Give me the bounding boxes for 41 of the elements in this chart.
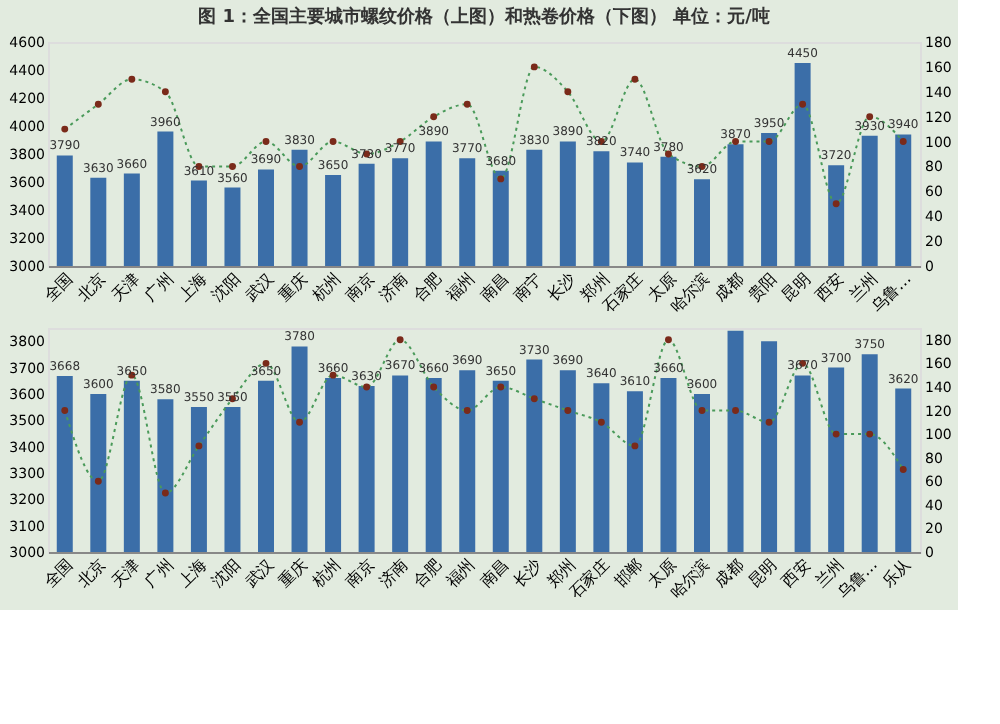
x-tick-label: 昆明	[778, 269, 814, 305]
x-tick-label: 南宁	[510, 269, 546, 305]
x-tick-label: 广州	[141, 269, 177, 305]
x-tick-label: 济南	[376, 555, 412, 591]
x-tick-label: 贵阳	[745, 269, 781, 305]
x-tick-label: 沈阳	[208, 269, 244, 305]
x-tick-label: 重庆	[275, 555, 311, 591]
x-tick-label: 南昌	[476, 555, 513, 591]
x-tick-label: 武汉	[241, 555, 278, 591]
x-tick-label: 乐从	[879, 555, 915, 591]
x-tick-label: 北京	[74, 555, 110, 591]
x-tick-label: 长沙	[543, 269, 580, 305]
x-tick-label: 北京	[74, 269, 110, 305]
x-tick-label: 全国	[40, 555, 77, 591]
x-tick-label: 福州	[443, 555, 479, 591]
x-tick-label: 天津	[107, 555, 144, 591]
x-tick-label: 上海	[174, 269, 211, 305]
x-tick-label: 成都	[711, 555, 747, 591]
x-tick-label: 南京	[342, 269, 378, 305]
x-tick-label: 西安	[812, 269, 848, 305]
x-tick-label: 沈阳	[208, 555, 244, 591]
x-tick-label: 南昌	[476, 269, 513, 305]
x-tick-label: 合肥	[409, 269, 446, 305]
x-tick-label: 杭州	[307, 269, 345, 307]
x-tick-label: 全国	[40, 269, 77, 305]
x-tick-label: 南京	[342, 555, 378, 591]
x-tick-label: 成都	[711, 269, 747, 305]
x-tick-label: 天津	[107, 269, 144, 305]
x-tick-label: 上海	[174, 555, 211, 591]
x-tick-label: 邯郸	[610, 555, 647, 591]
x-tick-label: 合肥	[409, 555, 446, 591]
x-tick-label: 重庆	[275, 269, 311, 305]
x-tick-label: 杭州	[307, 555, 345, 593]
x-tick-label: 广州	[141, 555, 177, 591]
x-tick-label: 武汉	[241, 269, 278, 305]
x-tick-label: 西安	[778, 555, 814, 591]
x-tick-label: 福州	[443, 269, 479, 305]
x-tick-label: 济南	[376, 269, 412, 305]
chart-title: 图 1：全国主要城市螺纹价格（上图）和热卷价格（下图） 单位：元/吨	[198, 6, 770, 28]
x-tick-label: 昆明	[745, 555, 781, 591]
x-tick-label: 长沙	[510, 555, 546, 591]
